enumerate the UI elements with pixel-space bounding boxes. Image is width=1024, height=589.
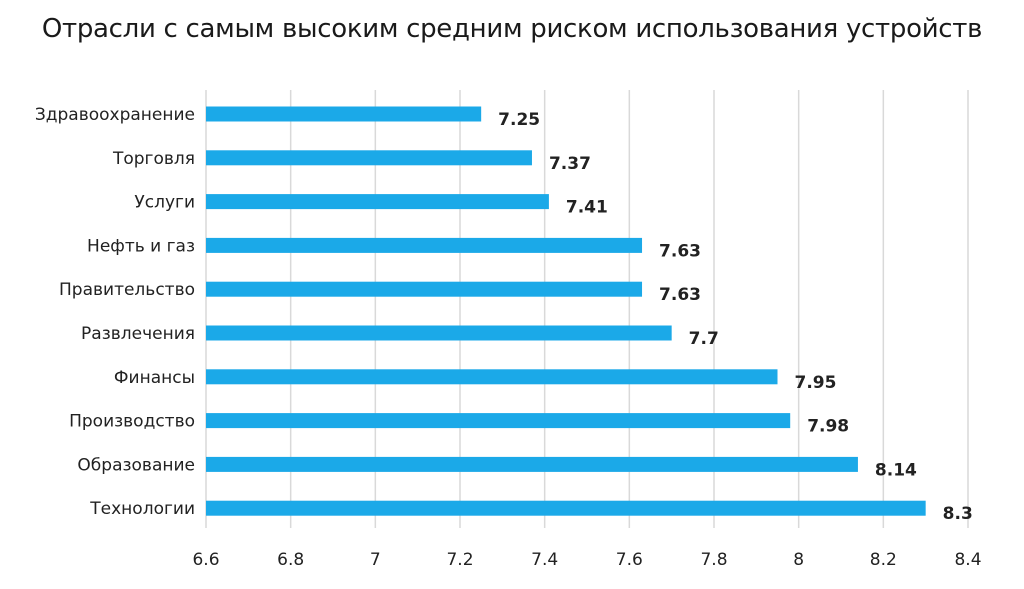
category-label: Финансы <box>114 368 195 388</box>
value-label: 8.3 <box>943 504 973 524</box>
x-tick-label: 7.2 <box>446 550 473 570</box>
category-label: Торговля <box>112 149 195 169</box>
bar <box>206 281 643 297</box>
x-tick-label: 8.4 <box>954 550 981 570</box>
bar <box>206 106 482 122</box>
value-label: 7.41 <box>566 198 608 218</box>
value-label: 7.37 <box>549 154 591 174</box>
bar <box>206 150 532 166</box>
value-label: 7.63 <box>659 285 701 305</box>
category-label: Образование <box>77 455 195 475</box>
x-axis-ticks: 6.6 6.8 7 7.2 7.4 7.6 7.8 8 8.2 8.4 <box>192 550 981 570</box>
value-labels: 7.25 7.37 7.41 7.63 7.63 7.7 7.95 7.98 8.14 8.3 <box>498 110 973 524</box>
x-tick-label: 8.2 <box>870 550 897 570</box>
bar <box>206 369 778 385</box>
value-label: 7.25 <box>498 110 540 130</box>
x-tick-label: 7.6 <box>616 550 643 570</box>
value-label: 8.14 <box>875 460 917 480</box>
x-tick-label: 7 <box>370 550 381 570</box>
bars <box>206 106 926 516</box>
bar <box>206 194 549 210</box>
bar <box>206 413 791 429</box>
x-tick-label: 8 <box>793 550 804 570</box>
value-label: 7.98 <box>807 417 849 437</box>
category-label: Развлечения <box>81 324 195 344</box>
x-tick-label: 7.4 <box>531 550 558 570</box>
category-label: Услуги <box>134 193 195 213</box>
chart-title: Отрасли с самым высоким средним риском и… <box>41 14 983 44</box>
bar <box>206 500 926 516</box>
category-label: Нефть и газ <box>87 236 195 256</box>
x-tick-label: 7.8 <box>700 550 727 570</box>
value-label: 7.63 <box>659 241 701 261</box>
bar <box>206 237 643 253</box>
x-tick-label: 6.6 <box>192 550 219 570</box>
value-label: 7.7 <box>689 329 719 349</box>
bar <box>206 456 858 472</box>
category-label: Здравоохранение <box>35 105 195 125</box>
category-label: Правительство <box>59 280 195 300</box>
x-tick-label: 6.8 <box>277 550 304 570</box>
category-label: Производство <box>69 412 195 432</box>
category-labels: Здравоохранение Торговля Услуги Нефть и газ… <box>35 105 195 519</box>
bar <box>206 325 672 341</box>
category-label: Технологии <box>89 499 195 519</box>
value-label: 7.95 <box>795 373 837 393</box>
